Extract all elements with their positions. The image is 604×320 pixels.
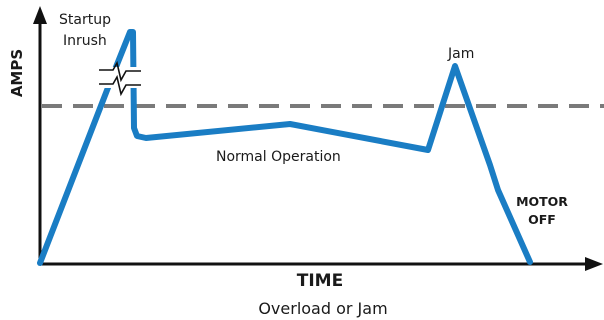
axis-break-symbol [99,60,141,83]
motor-off-label-line2: OFF [528,212,556,227]
normal-operation-label: Normal Operation [216,149,341,165]
motor-off-label-line1: MOTOR [516,194,568,209]
axis-break-symbol-lower [99,74,141,97]
jam-label: Jam [447,46,474,62]
y-axis-label: AMPS [8,49,26,97]
diagram-caption: Overload or Jam [258,299,387,318]
startup-inrush-label-line2: Inrush [63,33,107,49]
current-curve [37,29,533,266]
startup-inrush-label-line1: Startup [59,12,111,28]
x-axis-arrow [585,257,603,271]
y-axis-arrow [33,6,47,24]
x-axis-label: TIME [297,271,343,291]
